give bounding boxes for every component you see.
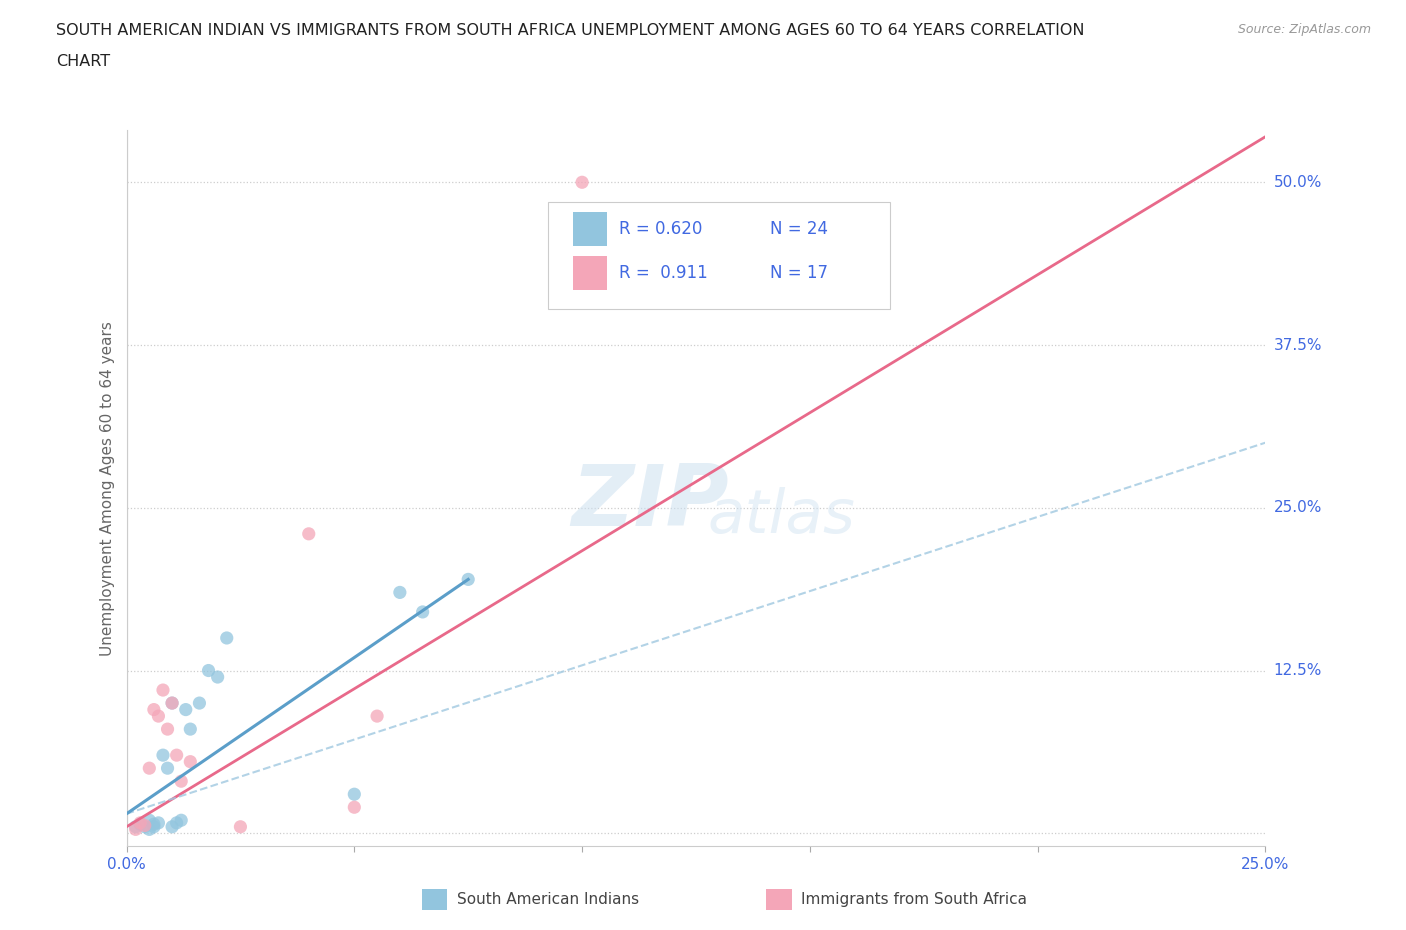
Point xyxy=(160,819,183,834)
Text: R =  0.911: R = 0.911 xyxy=(619,264,707,282)
Text: N = 17: N = 17 xyxy=(770,264,828,282)
Point xyxy=(129,816,152,830)
Point xyxy=(152,748,174,763)
Text: N = 24: N = 24 xyxy=(770,220,828,238)
Text: atlas: atlas xyxy=(707,487,855,547)
Point xyxy=(142,817,165,831)
Point xyxy=(170,774,193,789)
Point xyxy=(138,813,160,828)
Y-axis label: Unemployment Among Ages 60 to 64 years: Unemployment Among Ages 60 to 64 years xyxy=(100,321,115,656)
Point xyxy=(215,631,238,645)
Text: 25.0%: 25.0% xyxy=(1274,500,1322,515)
Point xyxy=(138,822,160,837)
Text: Immigrants from South Africa: Immigrants from South Africa xyxy=(801,892,1028,907)
Point xyxy=(166,816,188,830)
Point xyxy=(457,572,479,587)
Text: R = 0.620: R = 0.620 xyxy=(619,220,702,238)
Point xyxy=(129,817,152,831)
Text: ZIP: ZIP xyxy=(572,461,730,544)
Text: South American Indians: South American Indians xyxy=(457,892,640,907)
Point xyxy=(156,761,179,776)
Point xyxy=(343,800,366,815)
Point xyxy=(142,819,165,834)
Point xyxy=(366,709,388,724)
Point xyxy=(207,670,229,684)
Text: CHART: CHART xyxy=(56,54,110,69)
Point xyxy=(388,585,411,600)
Point xyxy=(229,819,252,834)
FancyBboxPatch shape xyxy=(574,212,607,246)
Point xyxy=(179,754,201,769)
Text: 12.5%: 12.5% xyxy=(1274,663,1322,678)
Point xyxy=(124,822,146,837)
Text: 50.0%: 50.0% xyxy=(1274,175,1322,190)
Point xyxy=(148,709,170,724)
Text: SOUTH AMERICAN INDIAN VS IMMIGRANTS FROM SOUTH AFRICA UNEMPLOYMENT AMONG AGES 60: SOUTH AMERICAN INDIAN VS IMMIGRANTS FROM… xyxy=(56,23,1085,38)
Point xyxy=(298,526,321,541)
Point xyxy=(156,722,179,737)
Point xyxy=(160,696,183,711)
Point xyxy=(138,761,160,776)
Point xyxy=(197,663,219,678)
Point xyxy=(160,696,183,711)
Point xyxy=(412,604,434,619)
Point xyxy=(179,722,201,737)
Point xyxy=(166,748,188,763)
Point xyxy=(343,787,366,802)
Text: Source: ZipAtlas.com: Source: ZipAtlas.com xyxy=(1237,23,1371,36)
Point xyxy=(170,813,193,828)
Point xyxy=(152,683,174,698)
FancyBboxPatch shape xyxy=(548,202,890,310)
Text: 37.5%: 37.5% xyxy=(1274,338,1322,352)
Point xyxy=(571,175,593,190)
Point xyxy=(134,819,156,834)
Point xyxy=(134,818,156,833)
Point xyxy=(142,702,165,717)
Point xyxy=(124,819,146,834)
Point xyxy=(188,696,211,711)
Point xyxy=(148,816,170,830)
FancyBboxPatch shape xyxy=(574,256,607,290)
Point xyxy=(174,702,197,717)
